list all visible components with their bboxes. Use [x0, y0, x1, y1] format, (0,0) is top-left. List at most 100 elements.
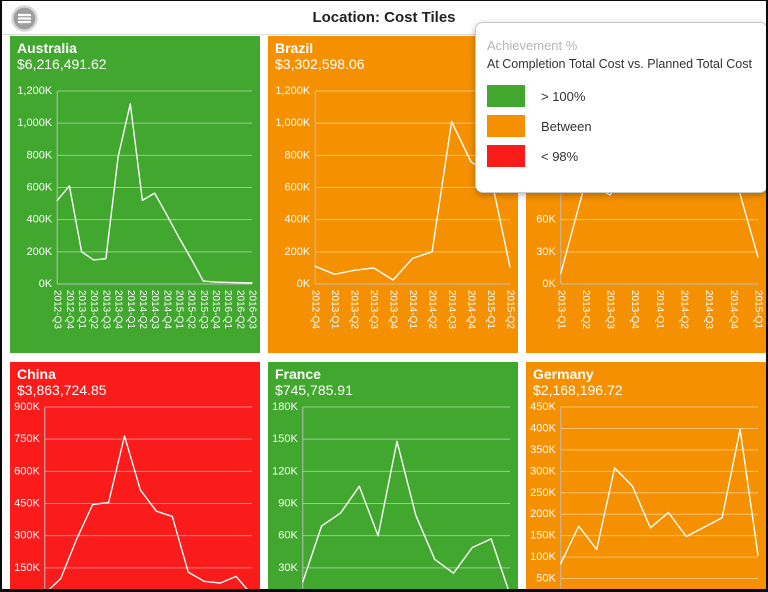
x-tick-labels: 2012-Q4 2013-Q1 2013-Q2 2013-Q3 2013-Q4 2014-…	[310, 290, 516, 329]
svg-text:2015-Q1: 2015-Q1	[173, 290, 184, 329]
svg-text:250K: 250K	[530, 487, 556, 499]
svg-text:2012-Q4: 2012-Q4	[310, 290, 321, 329]
legend-item-label: Between	[541, 118, 592, 134]
svg-text:2013-Q3: 2013-Q3	[605, 290, 616, 329]
header: Location: Cost Tiles	[2, 1, 766, 35]
tile-title: France	[275, 366, 321, 382]
svg-text:200K: 200K	[284, 246, 310, 258]
y-tick-labels: 900K750K600K450K300K150K0K	[14, 401, 40, 574]
x-tick-labels: 2013-Q1 2013-Q2 2013-Q3 2013-Q4 2014-Q1 2014-…	[555, 290, 763, 329]
hamburger-menu-icon	[11, 5, 38, 32]
legend-item-label: > 100%	[541, 88, 586, 104]
y-tick-labels: 180K150K120K90K60K30K0K	[272, 401, 298, 574]
svg-text:2015-Q2: 2015-Q2	[186, 290, 197, 329]
svg-text:2013-Q1: 2013-Q1	[555, 290, 566, 329]
svg-text:400K: 400K	[284, 214, 310, 226]
svg-text:150K: 150K	[14, 562, 40, 574]
tile-total-cost-value: $745,785.91	[275, 382, 353, 398]
svg-text:2014-Q1: 2014-Q1	[654, 290, 665, 329]
svg-text:2013-Q2: 2013-Q2	[349, 290, 360, 329]
svg-text:60K: 60K	[536, 214, 556, 226]
tile-title: China	[17, 366, 56, 382]
svg-text:100K: 100K	[530, 551, 556, 563]
svg-text:2013-Q4: 2013-Q4	[113, 290, 124, 329]
tiles-grid: Australia $6,216,491.62 1,200K 1,000K 800K 60…	[10, 36, 766, 589]
legend-item-label: < 98%	[541, 148, 579, 164]
tile-france[interactable]: France$745,785.91180K150K120K90K60K30K0K	[268, 362, 518, 589]
svg-text:30K: 30K	[536, 246, 556, 258]
svg-text:2016-Q3: 2016-Q3	[247, 290, 258, 329]
svg-text:2013-Q3: 2013-Q3	[100, 290, 111, 329]
svg-text:2014-Q1: 2014-Q1	[407, 290, 418, 329]
legend-subtitle: At Completion Total Cost vs. Planned Tot…	[487, 57, 752, 71]
svg-text:50K: 50K	[536, 573, 556, 585]
svg-text:2015-Q4: 2015-Q4	[210, 290, 221, 329]
series-line	[560, 428, 759, 565]
svg-text:300K: 300K	[14, 530, 40, 542]
tile-australia[interactable]: Australia $6,216,491.62 1,200K 1,000K 800K 60…	[10, 36, 260, 353]
svg-text:600K: 600K	[284, 182, 310, 194]
svg-text:2015-Q1: 2015-Q1	[753, 290, 764, 329]
red-swatch	[487, 145, 525, 167]
series-line	[302, 440, 509, 589]
svg-text:800K: 800K	[284, 149, 310, 161]
tile-china[interactable]: China $3,863,724.85 900K 750K 600K 450K 300K 15…	[10, 362, 260, 589]
tile-title: Brazil	[275, 40, 314, 56]
svg-text:2015-Q3: 2015-Q3	[198, 290, 209, 329]
tile-total-cost-value: $3,863,724.85	[17, 382, 107, 398]
svg-text:2013-Q4: 2013-Q4	[388, 290, 399, 329]
legend-item-between: Between	[487, 115, 755, 137]
svg-text:2015-Q1: 2015-Q1	[485, 290, 496, 329]
svg-text:2015-Q2: 2015-Q2	[505, 290, 516, 329]
svg-text:30K: 30K	[278, 562, 298, 574]
svg-text:300K: 300K	[530, 465, 556, 477]
svg-text:2016-Q2: 2016-Q2	[234, 290, 245, 329]
svg-text:1,000K: 1,000K	[275, 117, 311, 129]
menu-button[interactable]	[11, 5, 38, 32]
y-gridlines	[44, 406, 252, 569]
x-tick-labels: 2012-Q3 2012-Q4 2013-Q1 2013-Q2 2013-Q3 2013-…	[52, 290, 258, 329]
svg-text:750K: 750K	[14, 433, 40, 445]
svg-text:350K: 350K	[530, 444, 556, 456]
series-line	[56, 103, 253, 284]
y-gridlines	[302, 406, 510, 569]
svg-text:2013-Q1: 2013-Q1	[76, 290, 87, 329]
svg-text:120K: 120K	[272, 465, 298, 477]
tile-germany[interactable]: Germany $2,168,196.72 450K 400K 350K 300K 250K…	[526, 362, 766, 589]
svg-text:2014-Q2: 2014-Q2	[137, 290, 148, 329]
svg-text:450K: 450K	[14, 498, 40, 510]
svg-text:1,000K: 1,000K	[17, 117, 53, 129]
svg-text:150K: 150K	[272, 433, 298, 445]
svg-text:2014-Q3: 2014-Q3	[446, 290, 457, 329]
svg-text:400K: 400K	[26, 214, 52, 226]
tile-total-cost-value: $6,216,491.62	[17, 56, 107, 72]
svg-text:2016-Q1: 2016-Q1	[222, 290, 233, 329]
orange-swatch	[487, 115, 525, 137]
svg-text:2013-Q2: 2013-Q2	[88, 290, 99, 329]
svg-text:1,200K: 1,200K	[275, 85, 311, 97]
y-gridlines	[560, 406, 758, 580]
y-tick-labels: 450K400K350K300K250K200K150K100K50K0K	[530, 401, 556, 585]
svg-text:1,200K: 1,200K	[17, 85, 53, 97]
svg-text:2014-Q2: 2014-Q2	[427, 290, 438, 329]
page-title: Location: Cost Tiles	[312, 9, 456, 26]
svg-text:800K: 800K	[26, 149, 52, 161]
svg-text:2013-Q1: 2013-Q1	[329, 290, 340, 329]
svg-text:2014-Q4: 2014-Q4	[161, 290, 172, 329]
svg-text:600K: 600K	[14, 465, 40, 477]
svg-text:2013-Q3: 2013-Q3	[368, 290, 379, 329]
series-line	[48, 435, 248, 589]
svg-text:0K: 0K	[542, 278, 556, 290]
svg-text:2014-Q2: 2014-Q2	[679, 290, 690, 329]
svg-text:2014-Q3: 2014-Q3	[703, 290, 714, 329]
svg-text:2014-Q4: 2014-Q4	[728, 290, 739, 329]
svg-text:0K: 0K	[39, 278, 53, 290]
green-swatch	[487, 85, 525, 107]
svg-text:2012-Q3: 2012-Q3	[52, 290, 63, 329]
svg-text:2012-Q4: 2012-Q4	[64, 290, 75, 329]
svg-text:2014-Q4: 2014-Q4	[466, 290, 477, 329]
svg-text:200K: 200K	[530, 508, 556, 520]
svg-text:60K: 60K	[278, 530, 298, 542]
legend-title: Achievement %	[487, 38, 578, 53]
